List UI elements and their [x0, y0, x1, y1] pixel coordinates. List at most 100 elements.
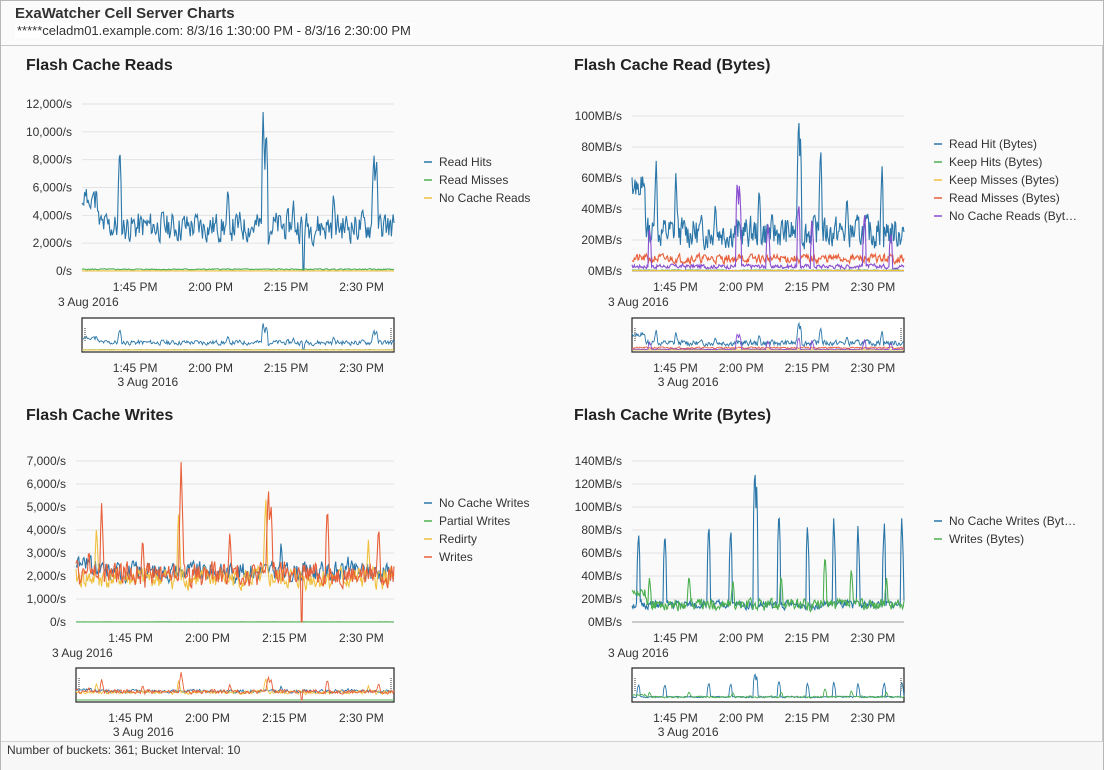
overview-frame — [81, 317, 395, 353]
series-line-1 — [81, 111, 395, 272]
y-tick-label: 0MB/s — [588, 615, 622, 629]
series-line-2 — [81, 268, 395, 271]
y-tick-label: 100MB/s — [575, 500, 622, 514]
x-tick-label: 1:45 PM — [113, 280, 158, 294]
series-line-3 — [631, 269, 905, 272]
overview-tick-label: 2:15 PM — [264, 361, 309, 375]
overview-date-label: 3 Aug 2016 — [658, 725, 719, 739]
series-line-5 — [631, 184, 905, 271]
overview-line-1 — [631, 321, 905, 348]
chart-title: Flash Cache Write (Bytes) — [574, 407, 771, 424]
y-tick-label: 12,000/s — [26, 97, 72, 111]
legend-label: Redirty — [439, 532, 477, 546]
series-line-1 — [631, 474, 905, 612]
overview-tick-label: 2:00 PM — [188, 361, 233, 375]
overview-tick-label: 2:30 PM — [851, 711, 896, 725]
overview-tick-label: 2:00 PM — [719, 361, 764, 375]
overview-tick-label: 2:00 PM — [719, 711, 764, 725]
server-time-range: *****celadm01.example.com: 8/3/16 1:30:0… — [15, 23, 413, 38]
overview-line-1 — [81, 323, 395, 351]
x-tick-label: 2:15 PM — [785, 280, 830, 294]
y-tick-label: 8,000/s — [33, 153, 72, 167]
legend-label: No Cache Writes — [439, 496, 529, 510]
overview-tick-label: 2:15 PM — [785, 361, 830, 375]
y-tick-label: 80MB/s — [581, 523, 622, 537]
overview-date-label: 3 Aug 2016 — [117, 375, 178, 389]
page-header: ExaWatcher Cell Server Charts *****celad… — [1, 1, 1103, 46]
chart-title: Flash Cache Read (Bytes) — [574, 57, 771, 74]
overview-frame — [631, 317, 905, 353]
overview-navigator: 1:45 PM 2:00 PM 2:15 PM 2:30 PM 3 Aug 2016 — [631, 317, 905, 389]
legend-label: Read Hit (Bytes) — [949, 137, 1037, 151]
overview-line-4 — [631, 346, 905, 350]
x-tick-label: 2:30 PM — [851, 280, 896, 294]
overview-frame — [75, 667, 395, 703]
overview-date-label: 3 Aug 2016 — [113, 725, 174, 739]
series-line-2 — [631, 269, 904, 272]
chart-title: Flash Cache Writes — [26, 407, 173, 424]
y-tick-label: 20MB/s — [581, 233, 622, 247]
legend-label: No Cache Reads (Byt… — [949, 209, 1077, 223]
x-date-label: 3 Aug 2016 — [58, 295, 119, 309]
chart-reads: Flash Cache Reads 0/s 2,000/s 4,000/s 6,000/… — [26, 57, 530, 389]
legend-label: Writes — [439, 550, 473, 564]
series-line-4 — [631, 251, 905, 266]
x-tick-label: 2:30 PM — [851, 631, 896, 645]
overview-navigator: 1:45 PM 2:00 PM 2:15 PM 2:30 PM 3 Aug 2016 — [631, 667, 905, 739]
overview-navigator: 1:45 PM 2:00 PM 2:15 PM 2:30 PM 3 Aug 2016 — [75, 667, 395, 739]
legend-label: No Cache Reads — [439, 191, 530, 205]
y-tick-label: 20MB/s — [581, 592, 622, 606]
legend-label: Writes (Bytes) — [949, 532, 1024, 546]
x-tick-label: 2:00 PM — [719, 280, 764, 294]
overview-tick-label: 1:45 PM — [653, 711, 698, 725]
y-tick-label: 60MB/s — [581, 171, 622, 185]
series-line-3 — [75, 499, 395, 593]
y-tick-label: 4,000/s — [33, 208, 72, 222]
y-tick-label: 2,000/s — [33, 236, 72, 250]
y-tick-label: 100MB/s — [575, 109, 622, 123]
series-line-2 — [631, 558, 905, 613]
chart-write-bytes: Flash Cache Write (Bytes) 0MB/s 20MB/s 40MB… — [574, 407, 1076, 739]
x-tick-label: 1:45 PM — [108, 631, 153, 645]
series-line-1 — [631, 123, 905, 251]
overview-tick-label: 2:15 PM — [262, 711, 307, 725]
overview-tick-label: 2:15 PM — [785, 711, 830, 725]
x-date-label: 3 Aug 2016 — [52, 646, 113, 660]
y-tick-label: 40MB/s — [581, 569, 622, 583]
overview-tick-label: 1:45 PM — [653, 361, 698, 375]
overview-navigator: 1:45 PM 2:00 PM 2:15 PM 2:30 PM 3 Aug 2016 — [81, 317, 395, 389]
legend-label: Read Hits — [439, 155, 492, 169]
x-tick-label: 1:45 PM — [653, 280, 698, 294]
x-tick-label: 1:45 PM — [653, 631, 698, 645]
status-footer: Number of buckets: 361; Bucket Interval:… — [1, 741, 1103, 770]
overview-line-2 — [631, 688, 905, 699]
scrollbar[interactable] — [1102, 45, 1103, 741]
y-tick-label: 0MB/s — [588, 264, 622, 278]
overview-line-3 — [75, 678, 395, 696]
overview-tick-label: 2:00 PM — [185, 711, 230, 725]
overview-tick-label: 1:45 PM — [113, 361, 158, 375]
y-tick-label: 80MB/s — [581, 140, 622, 154]
y-tick-label: 140MB/s — [575, 454, 622, 468]
overview-tick-label: 1:45 PM — [108, 711, 153, 725]
y-tick-label: 6,000/s — [27, 477, 66, 491]
legend-label: Read Misses — [439, 173, 508, 187]
overview-tick-label: 2:30 PM — [339, 711, 384, 725]
overview-line-4 — [75, 672, 395, 701]
bucket-info: Number of buckets: 361; Bucket Interval:… — [7, 743, 241, 757]
legend-label: Partial Writes — [439, 514, 510, 528]
chart-writes: Flash Cache Writes 0/s 1,000/s 2,000/s 3,000… — [26, 407, 529, 739]
x-tick-label: 2:30 PM — [339, 631, 384, 645]
x-tick-label: 2:15 PM — [785, 631, 830, 645]
overview-tick-label: 2:30 PM — [851, 361, 896, 375]
y-tick-label: 0/s — [56, 264, 72, 278]
x-tick-label: 2:15 PM — [264, 280, 309, 294]
y-tick-label: 120MB/s — [575, 477, 622, 491]
x-date-label: 3 Aug 2016 — [608, 646, 669, 660]
x-tick-label: 2:00 PM — [188, 280, 233, 294]
legend-label: No Cache Writes (Byt… — [949, 514, 1076, 528]
y-tick-label: 7,000/s — [27, 454, 66, 468]
x-date-label: 3 Aug 2016 — [608, 295, 669, 309]
